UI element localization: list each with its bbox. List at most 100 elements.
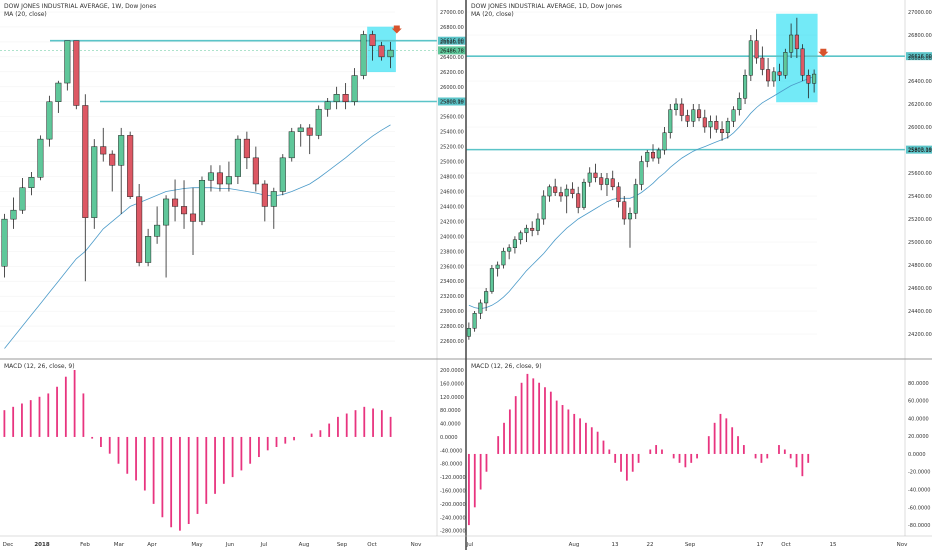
macd-tick-label: -240.0000 — [440, 515, 466, 521]
candle-body — [679, 103, 684, 116]
candle-body — [610, 178, 615, 188]
y-tick-label: 26400.00 — [440, 55, 464, 61]
candle-body — [216, 172, 223, 185]
x-tick-label: Jun — [225, 542, 235, 548]
y-tick-label: 25400.00 — [440, 130, 464, 136]
candle-body — [207, 172, 214, 181]
candle-body — [599, 177, 604, 185]
down-arrow-icon — [391, 25, 402, 34]
candle-body — [225, 176, 232, 185]
candle-body — [360, 34, 367, 76]
x-tick-label: Dec — [3, 542, 14, 548]
candle-body — [748, 40, 753, 76]
y-tick-label: 24800.00 — [908, 263, 932, 269]
candle-body — [524, 227, 529, 234]
level-label-box — [438, 36, 466, 45]
x-tick-label: Mar — [114, 542, 125, 548]
y-tick-label: 24200.00 — [440, 219, 464, 225]
y-tick-label: 22600.00 — [440, 339, 464, 345]
chart-title: DOW JONES INDUSTRIAL AVERAGE, 1W, Dow Jo… — [4, 3, 156, 10]
y-tick-label: 25000.00 — [440, 160, 464, 166]
candle-body — [91, 146, 98, 218]
macd-tick-label: -80.0000 — [908, 523, 930, 529]
x-tick-label: May — [191, 542, 203, 548]
candle-body — [136, 196, 143, 263]
candle-body — [495, 264, 500, 269]
candle-body — [622, 201, 627, 220]
y-tick-label: 24000.00 — [440, 234, 464, 240]
level-label: 25803.19 — [440, 100, 464, 106]
candle-body — [507, 247, 512, 252]
candle-body — [324, 101, 331, 110]
candle-body — [564, 188, 569, 197]
y-tick-label: 24200.00 — [908, 332, 932, 338]
candle-body — [662, 132, 667, 151]
current-price-label: 26486.78 — [440, 48, 464, 54]
macd-tick-label: -40.0000 — [440, 448, 462, 454]
candle-body — [673, 103, 679, 110]
candle-body — [558, 192, 563, 197]
x-tick-label: Nov — [411, 542, 422, 548]
candle-body — [800, 48, 805, 76]
macd-tick-label: -160.0000 — [440, 488, 466, 494]
y-tick-label: 25800.00 — [440, 100, 464, 106]
candle-body — [118, 135, 125, 166]
candle-body — [19, 187, 26, 211]
y-tick-label: 24600.00 — [908, 286, 932, 292]
y-tick-label: 23000.00 — [440, 309, 464, 315]
y-tick-label: 25200.00 — [440, 145, 464, 151]
down-arrow-icon — [818, 48, 829, 57]
x-tick-label: Nov — [897, 542, 908, 548]
daily-chart: 26616.00 25803.19 24200.00 24400.00 24600.0… — [466, 0, 932, 548]
macd-tick-label: 40.0000 — [908, 416, 929, 422]
y-tick-label: 24800.00 — [440, 175, 464, 181]
y-tick-label: 25600.00 — [440, 115, 464, 121]
macd-tick-label: 60.0000 — [908, 399, 929, 405]
candle-body — [697, 109, 702, 119]
candle-body — [466, 328, 471, 337]
macd-tick-label: 80.0000 — [908, 381, 929, 387]
y-tick-label: 26800.00 — [908, 33, 932, 39]
macd-tick-label: 200.0000 — [440, 368, 464, 374]
y-tick-label: 23400.00 — [440, 279, 464, 285]
candle-body — [593, 172, 598, 178]
candle-body — [645, 152, 650, 162]
candle-body — [270, 191, 277, 207]
candle-body — [172, 198, 179, 207]
candle-body — [154, 224, 161, 237]
y-tick-label: 25600.00 — [908, 171, 932, 177]
candle-body — [297, 127, 304, 132]
candle-body — [576, 193, 581, 208]
y-tick-label: 24400.00 — [908, 309, 932, 315]
macd-tick-label: -200.0000 — [440, 502, 466, 508]
macd-tick-label: -80.0000 — [440, 462, 462, 468]
candle-body — [587, 172, 592, 183]
candle-body — [387, 49, 394, 58]
candle-body — [489, 268, 494, 292]
candle-body — [685, 115, 690, 122]
candle-body — [501, 250, 506, 266]
y-tick-label: 26600.00 — [440, 40, 464, 46]
y-tick-label: 25400.00 — [908, 194, 932, 200]
indicator-label: MA (20, close) — [4, 11, 47, 18]
level-label-box — [906, 145, 932, 154]
candle-body — [243, 138, 250, 159]
candle-body — [55, 82, 62, 102]
x-tick-label: Oct — [367, 542, 377, 548]
level-label: 26616.00 — [440, 39, 464, 45]
candle-body — [46, 101, 53, 140]
macd-tick-label: 0.0000 — [440, 435, 458, 441]
candle-body — [806, 75, 811, 84]
macd-tick-label: -60.0000 — [908, 505, 930, 511]
y-tick-label: 27000.00 — [440, 10, 464, 16]
candle-body — [351, 75, 358, 102]
candle-body — [656, 149, 661, 159]
x-tick-label: Jul — [466, 542, 474, 548]
candle-body — [541, 195, 546, 220]
candle-body — [627, 213, 633, 220]
y-tick-label: 24600.00 — [440, 189, 464, 195]
candle-body — [604, 178, 610, 185]
macd-tick-label: 20.0000 — [908, 434, 929, 440]
y-tick-label: 23200.00 — [440, 294, 464, 300]
x-tick-label: 13 — [612, 542, 619, 548]
